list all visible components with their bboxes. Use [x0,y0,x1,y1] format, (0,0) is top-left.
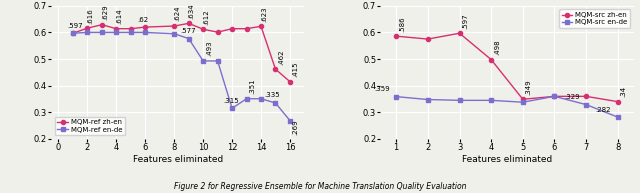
Legend: MQM-src zh-en, MQM-src en-de: MQM-src zh-en, MQM-src en-de [559,9,630,28]
MQM-ref en-de [98,31,106,34]
MQM-src zh-en [519,98,527,100]
Text: .62: .62 [137,17,148,23]
Legend: MQM-ref zh-en, MQM-ref en-de: MQM-ref zh-en, MQM-ref en-de [54,117,125,135]
MQM-ref zh-en [214,31,221,33]
Text: .269: .269 [292,120,299,135]
Text: .315: .315 [224,98,239,104]
MQM-src en-de [392,96,400,98]
Text: .616: .616 [88,8,93,24]
MQM-src en-de [550,95,558,97]
MQM-ref en-de [243,98,250,100]
MQM-ref en-de [113,31,120,34]
MQM-ref zh-en [69,32,77,34]
MQM-ref en-de [141,31,149,34]
MQM-src en-de [614,116,621,118]
MQM-ref zh-en [113,28,120,30]
Text: .498: .498 [494,39,500,55]
MQM-ref en-de [228,107,236,109]
Text: .597: .597 [67,23,83,29]
MQM-ref en-de [286,119,294,122]
MQM-src en-de [424,98,432,101]
Text: .349: .349 [525,79,532,95]
MQM-ref zh-en [286,80,294,83]
Text: .612: .612 [203,9,209,25]
MQM-ref zh-en [170,25,178,27]
Line: MQM-ref en-de: MQM-ref en-de [71,30,292,123]
MQM-src en-de [519,101,527,103]
Text: .493: .493 [206,41,212,56]
Text: .282: .282 [596,107,611,113]
MQM-src zh-en [392,35,400,37]
MQM-ref en-de [69,32,77,34]
MQM-ref en-de [257,98,265,100]
Text: .351: .351 [250,79,255,94]
MQM-src zh-en [456,32,463,34]
Text: .34: .34 [621,86,627,97]
Text: .586: .586 [399,16,405,32]
MQM-ref zh-en [98,24,106,26]
Text: .629: .629 [102,4,108,20]
MQM-ref en-de [199,60,207,62]
Text: .614: .614 [116,8,122,24]
Text: Figure 2 for Regressive Ensemble for Machine Translation Quality Evaluation: Figure 2 for Regressive Ensemble for Mac… [173,182,467,191]
MQM-ref zh-en [257,25,265,27]
MQM-ref en-de [127,31,134,34]
MQM-ref en-de [84,31,92,34]
MQM-ref en-de [170,33,178,35]
MQM-src zh-en [550,95,558,97]
Text: .359: .359 [374,86,390,92]
Text: .577: .577 [180,28,196,34]
Text: .623: .623 [261,6,267,22]
MQM-src en-de [456,99,463,102]
MQM-src en-de [487,99,495,102]
Text: .415: .415 [292,62,299,77]
MQM-ref zh-en [84,27,92,29]
Line: MQM-src en-de: MQM-src en-de [394,94,620,119]
MQM-ref zh-en [199,28,207,30]
MQM-ref zh-en [243,28,250,30]
MQM-ref zh-en [141,26,149,28]
MQM-ref zh-en [185,22,193,25]
Text: .335: .335 [264,92,280,98]
Line: MQM-ref zh-en: MQM-ref zh-en [71,21,292,84]
Text: .329: .329 [564,94,580,100]
Text: .462: .462 [278,49,284,65]
MQM-ref en-de [271,102,279,104]
MQM-ref en-de [185,37,193,40]
MQM-ref zh-en [228,28,236,30]
MQM-ref en-de [214,60,221,62]
MQM-src zh-en [614,101,621,103]
MQM-ref zh-en [271,68,279,70]
Text: .634: .634 [189,3,195,19]
X-axis label: Features eliminated: Features eliminated [462,155,552,164]
Text: .624: .624 [174,6,180,21]
MQM-src zh-en [582,95,590,97]
MQM-src zh-en [424,38,432,40]
Text: .597: .597 [462,13,468,29]
MQM-ref zh-en [127,28,134,30]
MQM-src en-de [582,103,590,106]
MQM-src zh-en [487,58,495,61]
X-axis label: Features eliminated: Features eliminated [132,155,223,164]
Line: MQM-src zh-en: MQM-src zh-en [394,31,620,104]
